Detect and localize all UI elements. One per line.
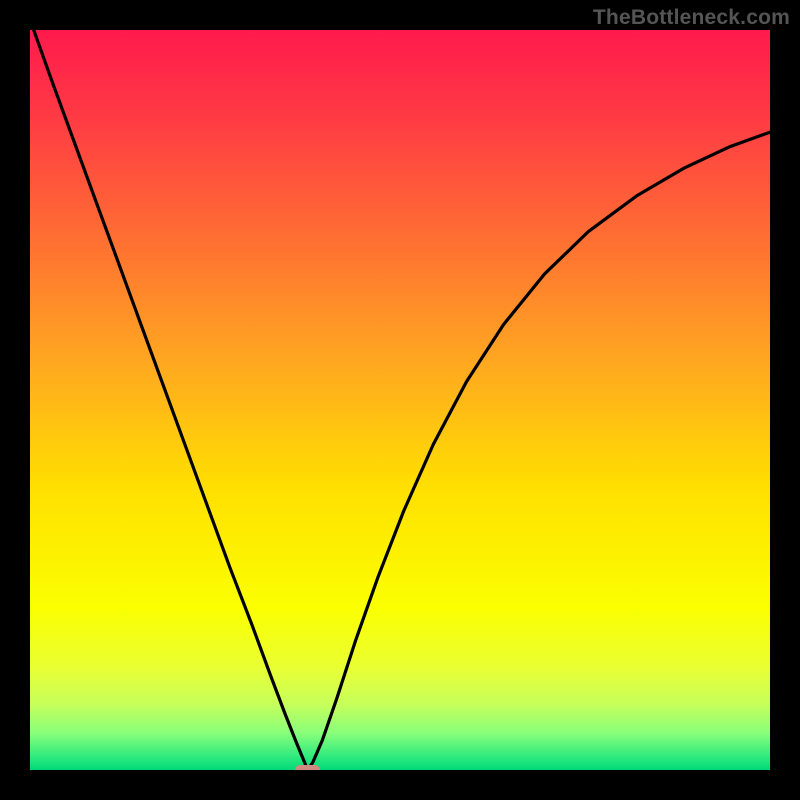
- watermark-text: TheBottleneck.com: [593, 6, 790, 30]
- bottleneck-curve: [34, 30, 770, 770]
- curve-layer: [30, 30, 770, 770]
- chart-frame: TheBottleneck.com: [0, 0, 800, 800]
- minimum-marker: [295, 765, 321, 770]
- plot-area: [30, 30, 770, 770]
